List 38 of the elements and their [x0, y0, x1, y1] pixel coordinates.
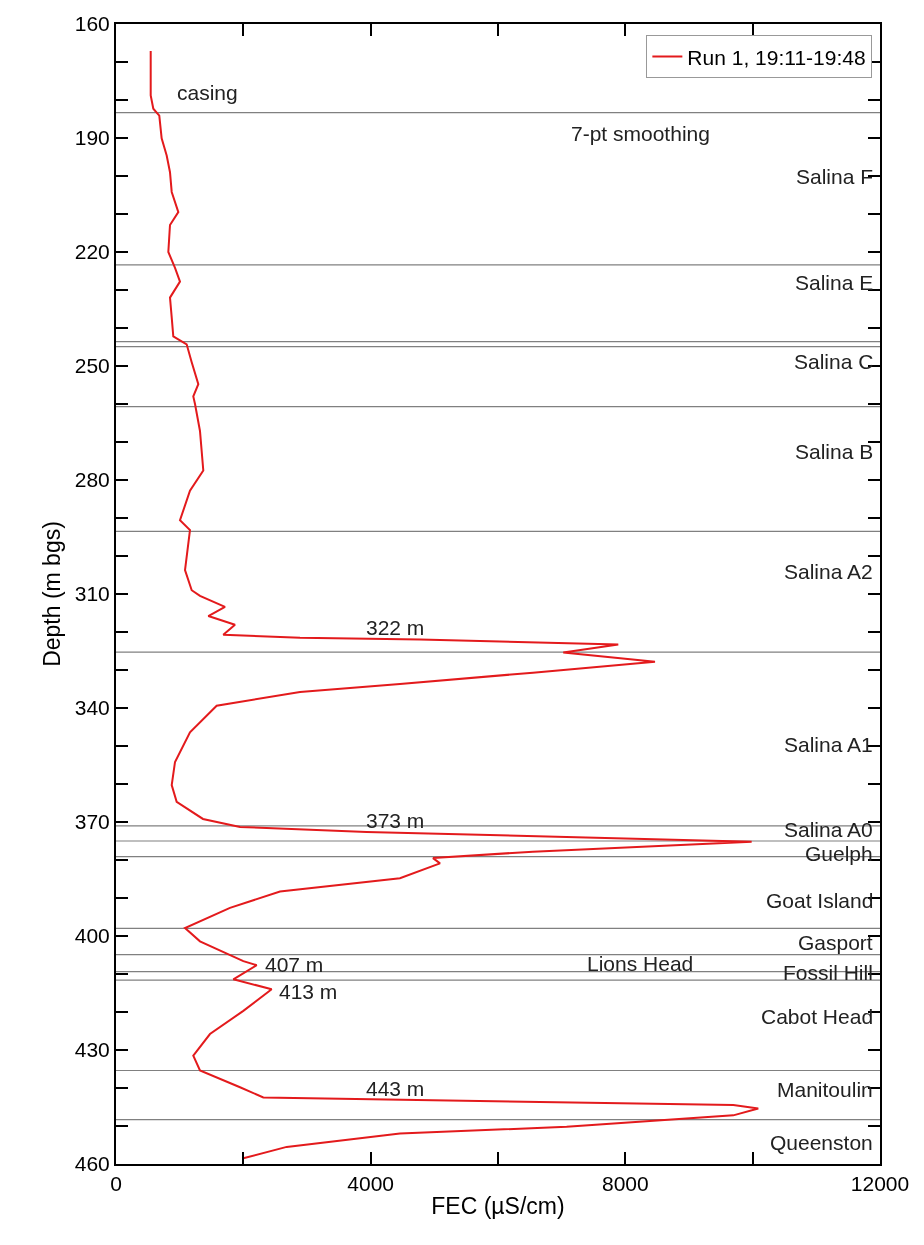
y-tick-label: 400: [74, 924, 110, 948]
annotation: 443 m: [366, 1077, 425, 1100]
annotation: Goat Island: [766, 889, 874, 912]
legend-label: Run 1, 19:11-19:48: [687, 45, 866, 69]
annotation: 407 m: [265, 953, 324, 976]
annotation: Gasport: [798, 931, 873, 954]
y-tick-label: 430: [74, 1038, 110, 1062]
annotation: Lions Head: [587, 952, 694, 975]
y-tick-label: 460: [74, 1152, 110, 1176]
y-axis-title: Depth (m bgs): [38, 521, 65, 667]
y-tick-label: 190: [74, 126, 110, 150]
annotation: 413 m: [279, 980, 338, 1003]
annotation: Salina A2: [784, 560, 873, 583]
annotation: Salina E: [795, 271, 874, 294]
x-tick-label: 0: [110, 1172, 122, 1196]
y-tick-label: 340: [74, 696, 110, 720]
annotation: Cabot Head: [761, 1005, 874, 1028]
annotation: Manitoulin: [777, 1078, 873, 1101]
annotation: Salina A0: [784, 818, 873, 841]
y-tick-label: 160: [74, 12, 110, 36]
y-tick-label: 220: [74, 240, 110, 264]
x-tick-label: 4000: [347, 1172, 395, 1196]
y-tick-label: 250: [74, 354, 110, 378]
annotation: casing: [177, 81, 238, 104]
annotation: 7-pt smoothing: [571, 122, 710, 145]
annotation: 322 m: [366, 616, 425, 639]
y-tick-label: 310: [74, 582, 110, 606]
annotation: 373 m: [366, 809, 425, 832]
y-tick-label: 370: [74, 810, 110, 834]
y-tick-label: 280: [74, 468, 110, 492]
x-tick-label: 8000: [601, 1172, 649, 1196]
x-tick-label: 12000: [850, 1172, 910, 1196]
annotation: Queenston: [770, 1131, 873, 1154]
annotation: Salina A1: [784, 733, 873, 756]
annotation: Salina C: [794, 350, 874, 373]
annotation: Salina F: [796, 165, 874, 188]
annotation: Salina B: [795, 440, 874, 463]
x-axis-title: FEC (µS/cm): [431, 1193, 565, 1220]
